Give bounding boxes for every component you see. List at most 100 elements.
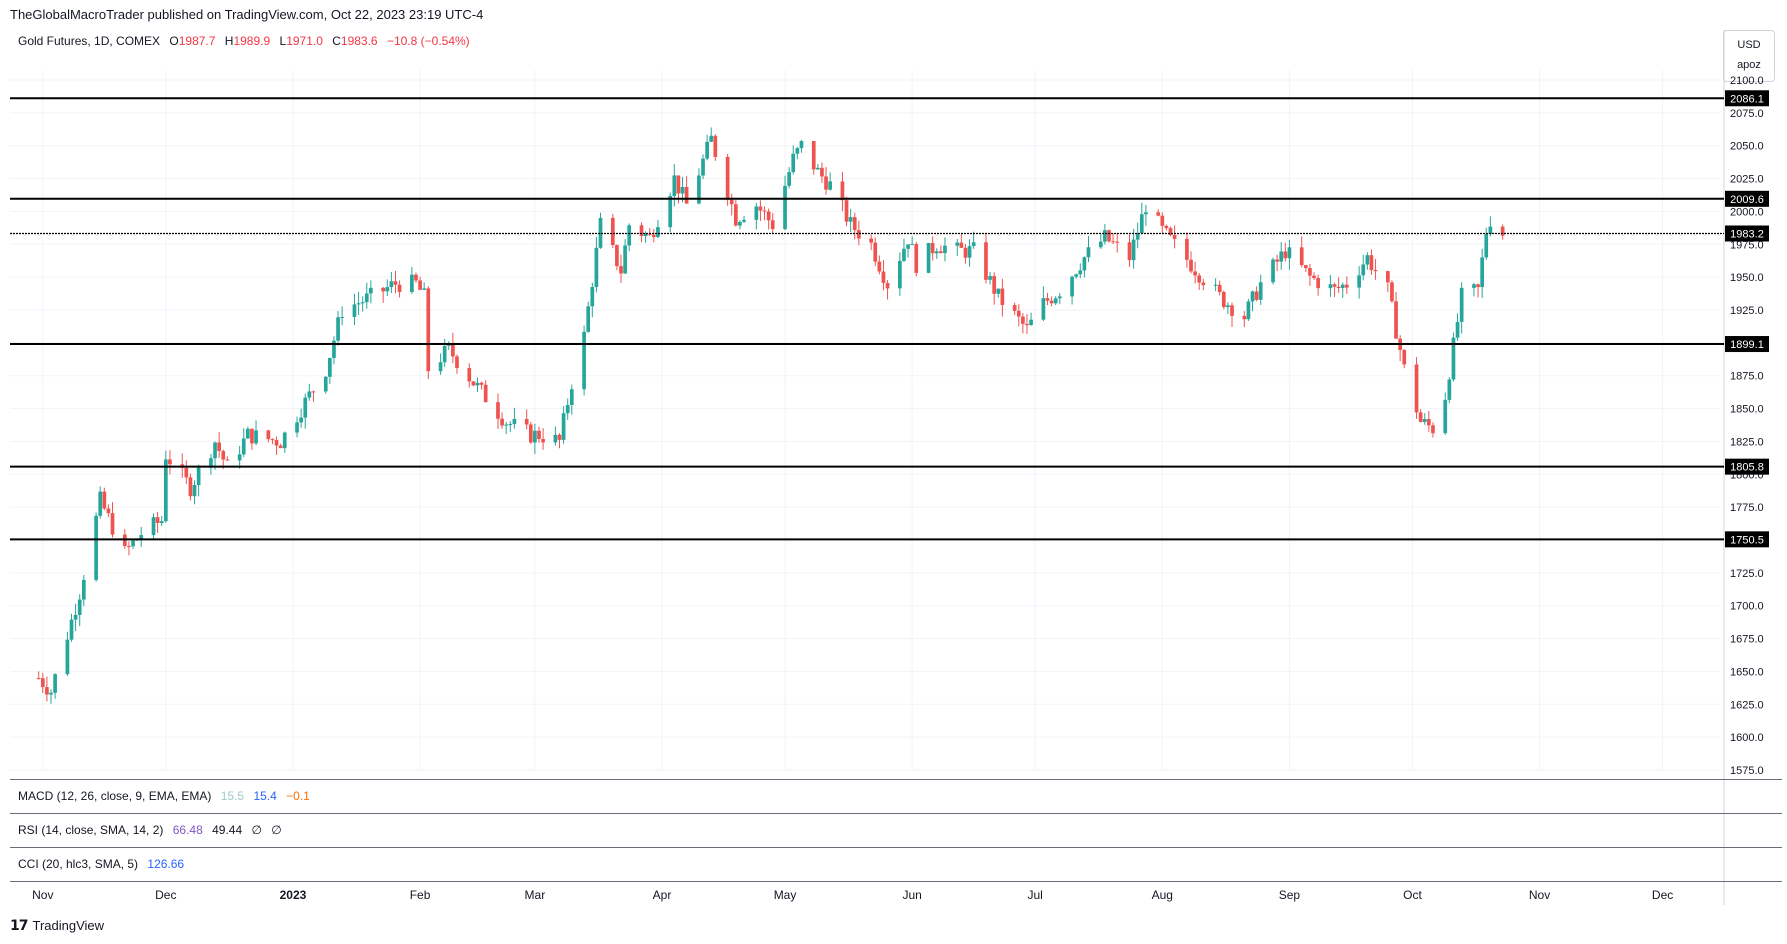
candle-body: [623, 245, 627, 274]
candle-body: [81, 579, 86, 600]
candle-body: [848, 217, 853, 222]
y-tick-label: 1925.0: [1730, 305, 1764, 317]
candle-body: [1414, 364, 1419, 413]
y-tick-label: 1850.0: [1730, 404, 1764, 416]
cci-label[interactable]: CCI (20, hlc3, SMA, 5): [18, 857, 139, 871]
candle-body: [1271, 259, 1275, 283]
y-tick-label: 1725.0: [1730, 568, 1764, 580]
candle-body: [1074, 274, 1079, 277]
candle-body: [1156, 212, 1161, 216]
candle-body: [1287, 247, 1292, 259]
level-price-tag: [1725, 190, 1769, 207]
macd-legend: MACD (12, 26, close, 9, EMA, EMA) 15.5 1…: [18, 789, 316, 803]
candle-body: [1500, 226, 1505, 236]
level-price-tag: [1725, 531, 1769, 548]
candle-body: [795, 148, 800, 154]
candle-body: [1308, 268, 1312, 276]
candle-body: [1016, 310, 1021, 317]
candle-body: [110, 513, 115, 535]
y-tick-label: 1700.0: [1730, 601, 1764, 613]
candle-body: [1422, 418, 1427, 422]
candle-body: [225, 459, 230, 461]
rsi-value-2: 49.44: [212, 823, 243, 837]
candle-body: [131, 540, 135, 547]
rsi-value-1: 66.48: [172, 823, 203, 837]
macd-label[interactable]: MACD (12, 26, close, 9, EMA, EMA): [18, 789, 212, 803]
candle-body: [1135, 233, 1140, 240]
candle-body: [799, 140, 804, 149]
price-scale-currency-box[interactable]: USD apoz: [1723, 30, 1775, 82]
candle-body: [1283, 251, 1288, 259]
candle-body: [873, 242, 878, 262]
candle-body: [672, 175, 677, 197]
low-value: 1971.0: [286, 34, 323, 48]
candle-body: [926, 242, 931, 273]
candle-body: [971, 242, 976, 247]
candle-body: [381, 287, 386, 292]
candle-body: [53, 674, 57, 693]
candle-body: [1394, 301, 1398, 339]
symbol-label[interactable]: Gold Futures, 1D, COMEX: [18, 34, 161, 48]
candle-body: [1189, 259, 1193, 272]
candle-body: [65, 639, 70, 675]
candle-body: [553, 434, 558, 443]
candle-body: [541, 438, 545, 443]
candle-body: [1431, 425, 1435, 434]
candle-body: [139, 535, 144, 540]
candle-body: [1164, 225, 1169, 229]
candle-body: [422, 288, 427, 290]
candle-body: [1336, 286, 1341, 289]
candle-body: [278, 445, 283, 449]
y-tick-label: 1950.0: [1730, 272, 1764, 284]
x-tick-label: Dec: [1652, 888, 1673, 902]
tradingview-logo-icon: 𝟭𝟳: [10, 917, 29, 933]
candle-body: [557, 434, 562, 440]
candle-body: [508, 424, 513, 426]
macd-value-2: 15.4: [253, 789, 277, 803]
candle-body: [1447, 379, 1452, 400]
candle-body: [811, 140, 816, 170]
candle-body: [725, 156, 730, 200]
pane-separator-macd[interactable]: [10, 779, 1782, 780]
candle-body: [336, 317, 340, 341]
y-tick-label: 2000.0: [1730, 206, 1764, 218]
candle-body: [98, 491, 103, 516]
candle-body: [1131, 239, 1136, 261]
candle-body: [1221, 292, 1226, 308]
candle-body: [565, 405, 570, 414]
candle-body: [1402, 349, 1407, 365]
candle-body: [426, 288, 431, 372]
candle-body: [397, 284, 402, 292]
candle-body: [934, 251, 939, 254]
x-tick-label: Nov: [1529, 888, 1550, 902]
candle-body: [898, 260, 902, 289]
candle-body: [1242, 315, 1247, 320]
candle-body: [270, 439, 275, 441]
pane-separator-cci[interactable]: [10, 847, 1782, 848]
pane-separator-rsi[interactable]: [10, 813, 1782, 814]
candle-body: [709, 135, 714, 142]
candle-body: [561, 413, 566, 440]
candle-body: [94, 515, 98, 580]
candle-body: [1201, 282, 1206, 286]
candle-body: [282, 432, 287, 449]
candle-body: [996, 288, 1001, 294]
candle-body: [217, 442, 221, 451]
candle-body: [127, 546, 131, 548]
candle-body: [77, 599, 82, 615]
rsi-label[interactable]: RSI (14, close, SMA, 14, 2): [18, 823, 164, 837]
level-price-tag: [1725, 458, 1769, 475]
candle-body: [1193, 271, 1197, 276]
candle-body: [1480, 257, 1485, 288]
candle-body: [168, 459, 172, 465]
candle-body: [442, 345, 447, 363]
candle-body: [1340, 284, 1345, 289]
high-value: 1989.9: [233, 34, 271, 48]
candle-body: [332, 340, 336, 358]
x-tick-label: Dec: [155, 888, 176, 902]
y-tick-label: 1625.0: [1730, 699, 1764, 711]
candle-body: [1254, 291, 1259, 300]
candle-body: [1172, 235, 1177, 239]
candle-body: [360, 302, 365, 304]
